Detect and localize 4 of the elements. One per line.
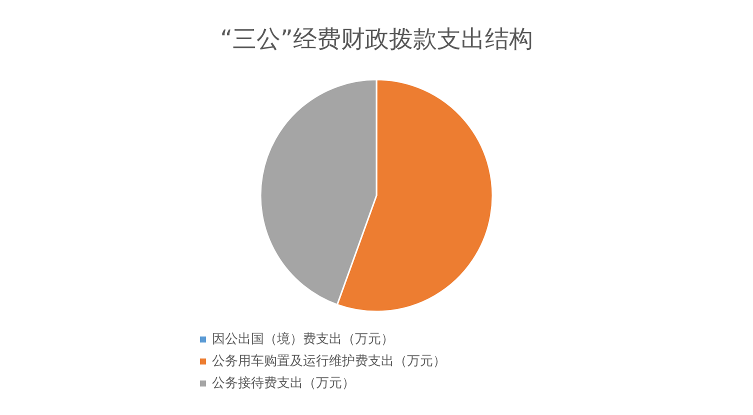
legend-label: 公务用车购置及运行维护费支出（万元） bbox=[212, 354, 446, 369]
legend-label: 因公出国（境）费支出（万元） bbox=[212, 331, 394, 347]
legend-label: 公务接待费支出（万元） bbox=[212, 376, 355, 391]
chart-title: “三公”经费财政拨款支出结构 bbox=[220, 25, 533, 53]
